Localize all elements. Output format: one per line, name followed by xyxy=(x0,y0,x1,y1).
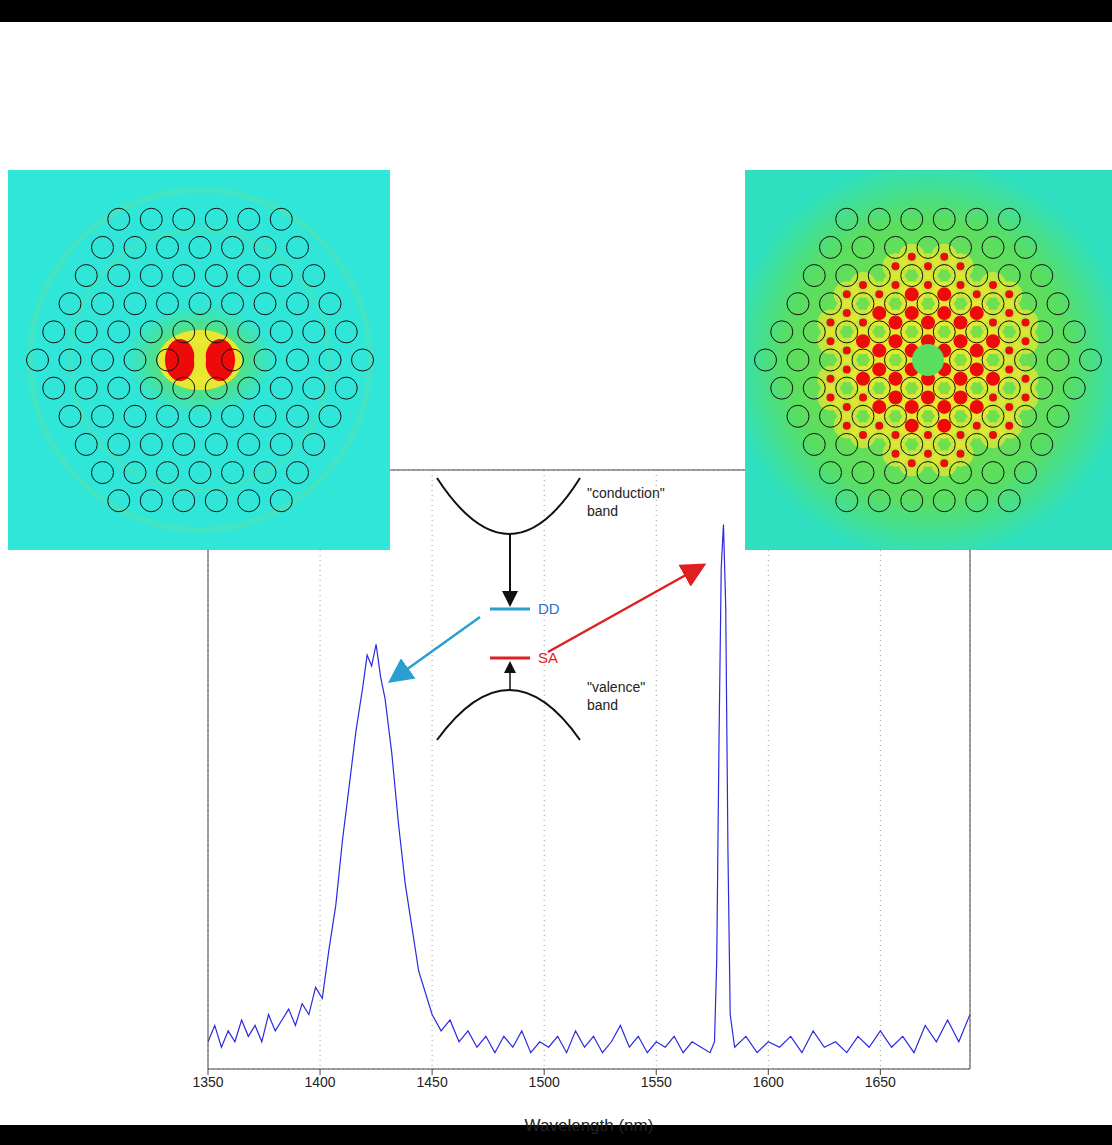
svg-text:1600: 1600 xyxy=(753,1074,784,1090)
svg-text:1450: 1450 xyxy=(417,1074,448,1090)
svg-text:1500: 1500 xyxy=(529,1074,560,1090)
svg-text:1350: 1350 xyxy=(192,1074,223,1090)
svg-text:1650: 1650 xyxy=(865,1074,896,1090)
svg-text:"conduction"band: "conduction"band xyxy=(587,485,665,519)
svg-text:"valence"band: "valence"band xyxy=(587,679,645,713)
svg-text:DD: DD xyxy=(538,600,560,617)
svg-text:SA: SA xyxy=(538,649,558,666)
svg-text:1400: 1400 xyxy=(304,1074,335,1090)
svg-text:1550: 1550 xyxy=(641,1074,672,1090)
svg-text:Wavelength (nm): Wavelength (nm) xyxy=(525,1116,654,1135)
